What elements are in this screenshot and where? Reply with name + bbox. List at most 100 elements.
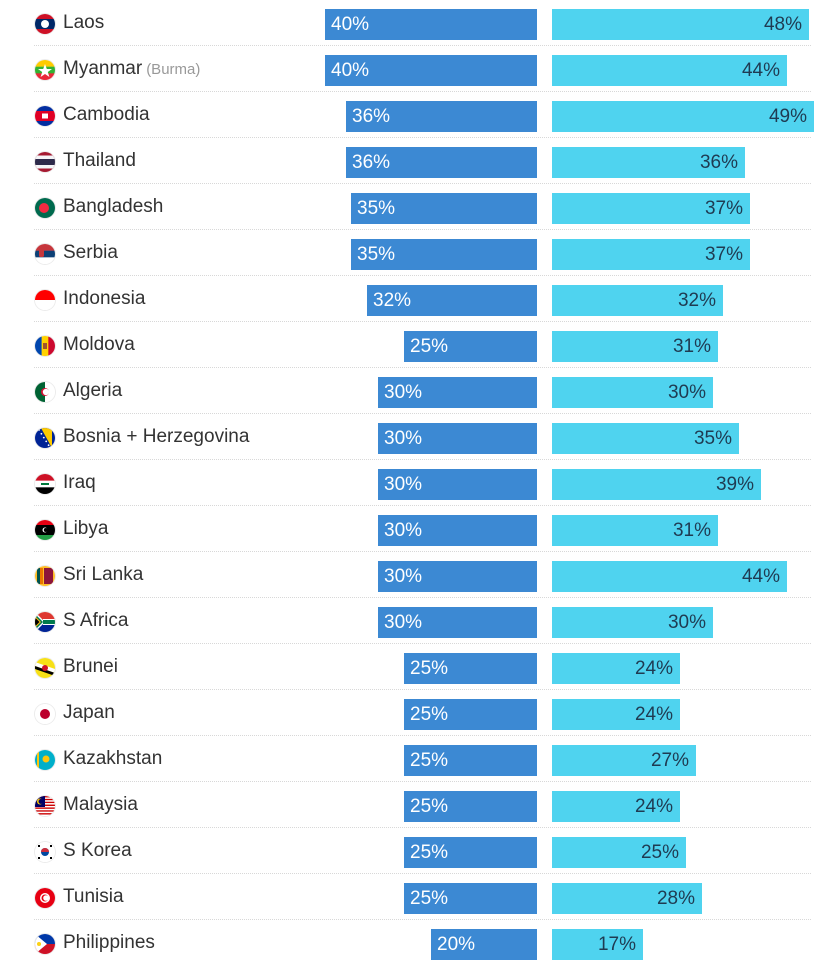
bar-left: 30% xyxy=(378,561,537,592)
category-label: Moldova xyxy=(63,334,135,355)
category-label: Thailand xyxy=(63,150,136,171)
chart-row: Tunisia 25% 28% xyxy=(0,874,819,920)
row-divider xyxy=(34,643,811,644)
data-label-right: 27% xyxy=(650,750,689,771)
data-label-left: 25% xyxy=(410,704,449,725)
data-label-right: 24% xyxy=(634,704,673,725)
category-label: S Korea xyxy=(63,840,132,861)
category-label: Laos xyxy=(63,12,105,33)
row-divider xyxy=(34,275,811,276)
laos-flag-icon xyxy=(35,14,55,34)
category-label: Malaysia xyxy=(63,794,138,815)
row-divider xyxy=(34,321,811,322)
south-korea-flag-icon xyxy=(35,842,55,862)
bar-right: 24% xyxy=(552,653,680,684)
row-divider xyxy=(34,229,811,230)
cambodia-flag-icon xyxy=(35,106,55,126)
bosnia-flag-icon xyxy=(35,428,55,448)
chart-row: Brunei 25% 24% xyxy=(0,644,819,690)
category-label: Kazakhstan xyxy=(63,748,163,769)
bar-left: 20% xyxy=(431,929,537,960)
japan-flag-icon xyxy=(35,704,55,724)
thailand-flag-icon xyxy=(35,152,55,172)
iraq-flag-icon xyxy=(35,474,55,494)
data-label-left: 20% xyxy=(437,934,476,955)
category-label: Serbia xyxy=(63,242,118,263)
bar-left: 35% xyxy=(351,193,537,224)
category-label: Myanmar (Burma) xyxy=(63,58,201,79)
bar-right: 44% xyxy=(552,55,787,86)
chart-row: Libya 30% 31% xyxy=(0,506,819,552)
bar-left: 36% xyxy=(346,147,537,178)
philippines-flag-icon xyxy=(35,934,55,954)
data-label-right: 25% xyxy=(640,842,679,863)
moldova-flag-icon xyxy=(35,336,55,356)
row-divider xyxy=(34,413,811,414)
chart-row: Malaysia 25% 24% xyxy=(0,782,819,828)
category-note: (Burma) xyxy=(146,61,201,78)
row-divider xyxy=(34,873,811,874)
row-divider xyxy=(34,459,811,460)
category-label: Bangladesh xyxy=(63,196,164,217)
row-divider xyxy=(34,919,811,920)
bar-right: 31% xyxy=(552,331,718,362)
row-divider xyxy=(34,367,811,368)
row-divider xyxy=(34,735,811,736)
bar-left: 40% xyxy=(325,9,537,40)
bar-left: 30% xyxy=(378,469,537,500)
data-label-left: 40% xyxy=(331,60,370,81)
data-label-right: 48% xyxy=(763,14,802,35)
chart-row: Bosnia + Herzegovina 30% 35% xyxy=(0,414,819,460)
category-label: Libya xyxy=(63,518,109,539)
bar-right: 37% xyxy=(552,193,750,224)
data-label-left: 35% xyxy=(357,244,396,265)
sri-lanka-flag-icon xyxy=(35,566,55,586)
row-divider xyxy=(34,689,811,690)
data-label-right: 32% xyxy=(677,290,716,311)
bar-right: 35% xyxy=(552,423,739,454)
data-label-left: 25% xyxy=(410,842,449,863)
data-label-right: 36% xyxy=(699,152,738,173)
bar-right: 32% xyxy=(552,285,723,316)
bar-left: 40% xyxy=(325,55,537,86)
data-label-left: 30% xyxy=(384,382,423,403)
bar-right: 25% xyxy=(552,837,686,868)
data-label-left: 30% xyxy=(384,520,423,541)
chart-row: Serbia 35% 37% xyxy=(0,230,819,276)
bar-left: 35% xyxy=(351,239,537,270)
bar-right: 30% xyxy=(552,607,713,638)
chart-row: Algeria 30% 30% xyxy=(0,368,819,414)
category-label: Tunisia xyxy=(63,886,124,907)
data-label-right: 17% xyxy=(597,934,636,955)
kazakhstan-flag-icon xyxy=(35,750,55,770)
data-label-right: 37% xyxy=(704,198,743,219)
data-label-left: 30% xyxy=(384,612,423,633)
bar-left: 30% xyxy=(378,377,537,408)
category-label: S Africa xyxy=(63,610,129,631)
data-label-right: 30% xyxy=(667,382,706,403)
bar-right: 39% xyxy=(552,469,761,500)
bar-right: 37% xyxy=(552,239,750,270)
algeria-flag-icon xyxy=(35,382,55,402)
data-label-right: 44% xyxy=(741,60,780,81)
chart-row: Philippines 20% 17% xyxy=(0,920,819,966)
row-divider xyxy=(34,781,811,782)
category-label: Algeria xyxy=(63,380,123,401)
bar-right: 17% xyxy=(552,929,643,960)
category-label: Brunei xyxy=(63,656,118,677)
bar-right: 49% xyxy=(552,101,814,132)
row-divider xyxy=(34,45,811,46)
row-divider xyxy=(34,505,811,506)
libya-flag-icon xyxy=(35,520,55,540)
malaysia-flag-icon xyxy=(35,796,55,816)
data-label-right: 30% xyxy=(667,612,706,633)
bar-right: 30% xyxy=(552,377,713,408)
data-label-left: 30% xyxy=(384,474,423,495)
row-divider xyxy=(34,597,811,598)
south-africa-flag-icon xyxy=(35,612,55,632)
bar-right: 24% xyxy=(552,791,680,822)
bar-right: 27% xyxy=(552,745,696,776)
bar-left: 25% xyxy=(404,653,537,684)
chart-row: S Africa 30% 30% xyxy=(0,598,819,644)
